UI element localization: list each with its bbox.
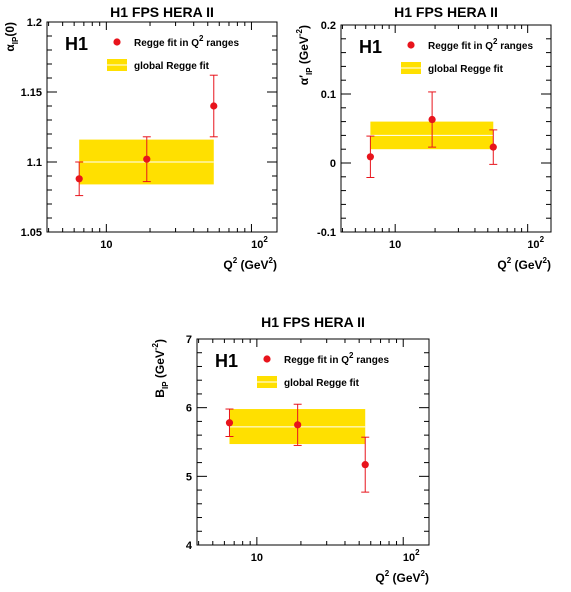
data-point bbox=[143, 155, 151, 163]
x-tick-label: 102 bbox=[403, 548, 420, 564]
legend-label-points: Regge fit in Q2 ranges bbox=[428, 37, 533, 52]
y-tick-label: 1.05 bbox=[21, 227, 42, 239]
y-tick-label: 1.15 bbox=[21, 87, 42, 99]
data-point bbox=[489, 143, 497, 151]
plot-frame bbox=[340, 24, 552, 233]
legend-marker-points bbox=[263, 355, 271, 363]
data-point bbox=[428, 115, 436, 124]
data-point bbox=[294, 421, 302, 429]
x-tick-label: 10 bbox=[100, 239, 112, 251]
experiment-label: H1 bbox=[215, 351, 238, 371]
y-axis-label: α′IP (GeV-2) bbox=[295, 25, 314, 85]
legend-label-band: global Regge fit bbox=[428, 64, 504, 75]
data-point bbox=[75, 175, 83, 183]
legend-label-points: Regge fit in Q2 ranges bbox=[284, 351, 389, 366]
x-tick-label: 10 bbox=[389, 239, 401, 251]
data-point bbox=[361, 461, 369, 469]
legend-marker-points bbox=[113, 38, 121, 46]
legend-label-points: Regge fit in Q2 ranges bbox=[134, 34, 239, 49]
chart-title: H1 FPS HERA II bbox=[394, 4, 498, 20]
y-tick-label: 0.1 bbox=[321, 89, 336, 101]
plot-frame bbox=[46, 21, 278, 233]
x-axis-label: Q2 (GeV2) bbox=[375, 569, 429, 585]
y-tick-label: 7 bbox=[186, 334, 192, 346]
y-tick-label: 1.2 bbox=[27, 17, 42, 29]
y-tick-label: 0 bbox=[330, 158, 336, 170]
legend-label-band: global Regge fit bbox=[284, 378, 360, 389]
data-point bbox=[225, 419, 234, 427]
chart-title: H1 FPS HERA II bbox=[261, 314, 365, 330]
y-tick-label: 1.1 bbox=[27, 157, 42, 169]
chart-title: H1 FPS HERA II bbox=[110, 4, 214, 20]
chart-panel-3: H1 FPS HERA II 10 102 4 5 6 7 H1 Regge fit in Q2… bbox=[151, 314, 430, 585]
y-tick-label: 0.2 bbox=[321, 20, 336, 32]
y-axis-label: BIP (GeV-2) bbox=[151, 339, 170, 398]
y-tick-label: 6 bbox=[186, 403, 192, 415]
y-tick-label: -0.1 bbox=[317, 227, 336, 239]
y-axis-label: αIP(0) bbox=[3, 22, 20, 52]
legend-label-band: global Regge fit bbox=[134, 61, 210, 72]
legend-marker-points bbox=[407, 41, 415, 49]
chart-panel-1: H1 FPS HERA II 10 102 1.05 1.1 1.15 1.2 H1 Regge… bbox=[3, 4, 278, 272]
chart-panel-2: H1 FPS HERA II 10 102 -0.1 0 0.1 0.2 H1 Regge fi… bbox=[295, 4, 552, 272]
data-point bbox=[366, 153, 374, 161]
data-point bbox=[210, 102, 218, 110]
plot-frame bbox=[196, 338, 430, 546]
x-axis-label: Q2 (GeV2) bbox=[223, 256, 277, 272]
x-axis-label: Q2 (GeV2) bbox=[497, 256, 551, 272]
x-tick-label: 102 bbox=[527, 235, 544, 251]
x-tick-label: 102 bbox=[251, 235, 268, 251]
experiment-label: H1 bbox=[65, 34, 88, 54]
y-tick-label: 4 bbox=[186, 540, 193, 552]
y-tick-label: 5 bbox=[186, 471, 192, 483]
x-tick-label: 10 bbox=[251, 552, 263, 564]
experiment-label: H1 bbox=[359, 37, 382, 57]
